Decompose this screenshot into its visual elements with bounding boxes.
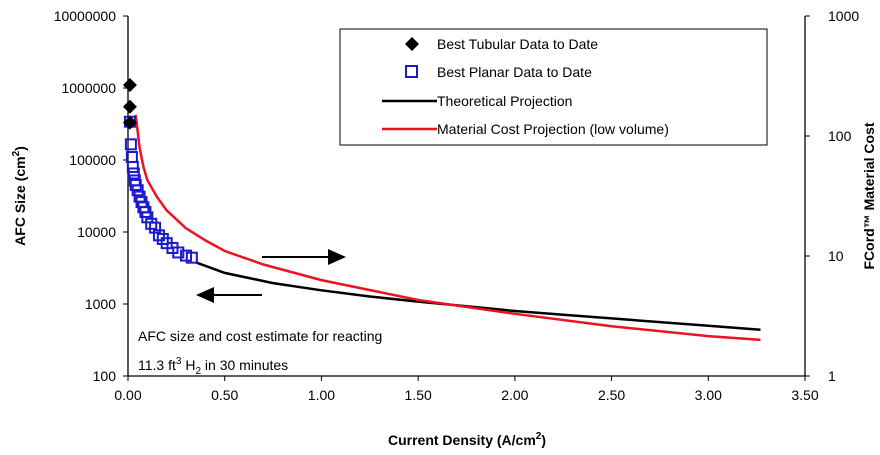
y-left-tick-label: 100000 — [69, 152, 116, 168]
x-tick-label: 1.00 — [308, 387, 335, 403]
y-left-tick-label: 1000000 — [61, 80, 116, 96]
planar-data-point — [185, 251, 198, 264]
x-tick-label: 0.00 — [114, 387, 141, 403]
series-layer — [122, 78, 761, 342]
y-left-axis-ticks: 100 1000 10000 100000 1000000 10000000 — [54, 8, 128, 384]
x-axis-title: Current Density (A/cm2) — [388, 431, 546, 448]
planar-data-point — [145, 217, 158, 230]
axes — [127, 16, 806, 377]
planar-data-point — [141, 211, 154, 224]
planar-data-point — [172, 246, 185, 259]
tubular-data-point — [122, 78, 137, 93]
x-tick-label: 3.00 — [695, 387, 722, 403]
y-left-tick-label: 100 — [93, 368, 117, 384]
annotation-note: AFC size and cost estimate for reacting … — [138, 328, 382, 377]
y-right-axis-ticks: 1 10 100 1000 — [805, 8, 859, 384]
left-arrow-icon — [196, 287, 262, 303]
planar-data-point — [126, 160, 139, 173]
x-tick-label: 3.50 — [791, 387, 818, 403]
tubular-data-point — [122, 115, 137, 130]
legend-entry-tubular: Best Tubular Data to Date — [405, 36, 598, 52]
x-tick-label: 1.50 — [405, 387, 432, 403]
x-tick-label: 2.00 — [501, 387, 528, 403]
legend-entry-theoretical: Theoretical Projection — [382, 93, 572, 109]
legend-label-material-cost: Material Cost Projection (low volume) — [437, 121, 669, 137]
theoretical-projection-line — [195, 261, 761, 331]
y-right-axis-title: FCord™ Material Cost — [861, 122, 877, 269]
note-line-2: 11.3 ft3 H2 in 30 minutes — [138, 356, 288, 377]
y-left-axis-title: AFC Size (cm2) — [11, 146, 28, 246]
note-line-1: AFC size and cost estimate for reacting — [138, 328, 382, 344]
square-marker-icon — [405, 65, 418, 78]
planar-data-point — [149, 221, 162, 234]
material-cost-projection-line — [134, 114, 761, 342]
y-left-tick-label: 1000 — [85, 296, 116, 312]
y-left-tick-label: 10000 — [77, 224, 116, 240]
axis-arrows — [196, 249, 346, 303]
legend-label-planar: Best Planar Data to Date — [437, 64, 592, 80]
y-right-tick-label: 1 — [828, 368, 836, 384]
y-right-tick-label: 10 — [828, 248, 844, 264]
y-right-tick-label: 100 — [828, 128, 852, 144]
y-right-tick-label: 1000 — [828, 8, 859, 24]
legend-entry-material-cost: Material Cost Projection (low volume) — [382, 121, 669, 137]
legend: Best Tubular Data to Date Best Planar Da… — [339, 28, 768, 146]
legend-entry-planar: Best Planar Data to Date — [405, 64, 592, 80]
legend-label-theoretical: Theoretical Projection — [437, 93, 572, 109]
planar-data-point — [152, 229, 165, 242]
planar-data-point — [124, 138, 137, 151]
x-axis-ticks: 0.00 0.50 1.00 1.50 2.00 2.50 3.00 3.50 — [114, 376, 819, 403]
diamond-marker-icon — [405, 37, 419, 51]
legend-label-tubular: Best Tubular Data to Date — [437, 36, 598, 52]
planar-data-point — [131, 184, 144, 197]
tubular-data-point — [122, 99, 137, 114]
x-tick-label: 0.50 — [211, 387, 238, 403]
planar-data-point — [127, 167, 140, 180]
right-arrow-icon — [262, 249, 346, 265]
y-left-tick-label: 10000000 — [54, 8, 117, 24]
x-tick-label: 2.50 — [598, 387, 625, 403]
